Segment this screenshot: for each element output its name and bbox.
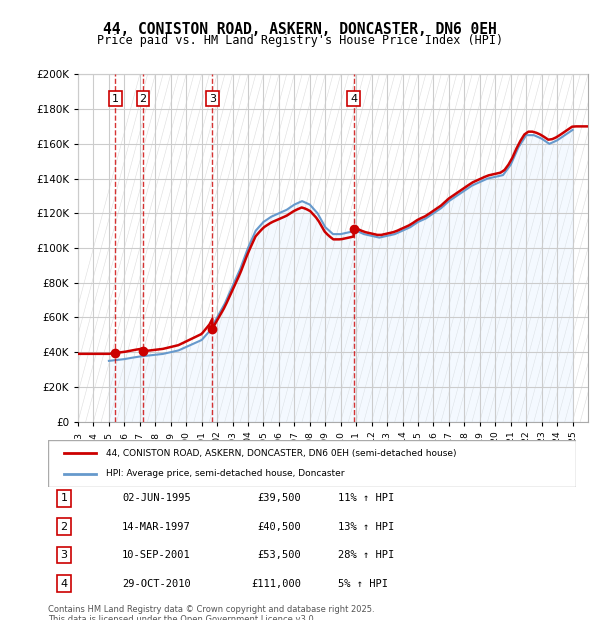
FancyBboxPatch shape xyxy=(48,440,576,487)
Text: 1: 1 xyxy=(61,494,67,503)
Text: 13% ↑ HPI: 13% ↑ HPI xyxy=(338,521,395,532)
Text: 44, CONISTON ROAD, ASKERN, DONCASTER, DN6 0EH: 44, CONISTON ROAD, ASKERN, DONCASTER, DN… xyxy=(103,22,497,37)
Text: 10-SEP-2001: 10-SEP-2001 xyxy=(122,550,191,560)
Text: 1: 1 xyxy=(112,94,119,104)
Text: £111,000: £111,000 xyxy=(251,578,301,588)
Text: 11% ↑ HPI: 11% ↑ HPI xyxy=(338,494,395,503)
Text: Price paid vs. HM Land Registry's House Price Index (HPI): Price paid vs. HM Land Registry's House … xyxy=(97,34,503,47)
Text: 4: 4 xyxy=(60,578,67,588)
Text: £40,500: £40,500 xyxy=(257,521,301,532)
Text: £53,500: £53,500 xyxy=(257,550,301,560)
Text: 2: 2 xyxy=(139,94,146,104)
Text: 3: 3 xyxy=(61,550,67,560)
Text: 29-OCT-2010: 29-OCT-2010 xyxy=(122,578,191,588)
Text: 5% ↑ HPI: 5% ↑ HPI xyxy=(338,578,388,588)
Text: £39,500: £39,500 xyxy=(257,494,301,503)
Text: 28% ↑ HPI: 28% ↑ HPI xyxy=(338,550,395,560)
Text: 4: 4 xyxy=(350,94,357,104)
Text: 44, CONISTON ROAD, ASKERN, DONCASTER, DN6 0EH (semi-detached house): 44, CONISTON ROAD, ASKERN, DONCASTER, DN… xyxy=(106,449,457,458)
Text: 14-MAR-1997: 14-MAR-1997 xyxy=(122,521,191,532)
Text: 3: 3 xyxy=(209,94,216,104)
Text: HPI: Average price, semi-detached house, Doncaster: HPI: Average price, semi-detached house,… xyxy=(106,469,344,478)
Text: 02-JUN-1995: 02-JUN-1995 xyxy=(122,494,191,503)
Text: 2: 2 xyxy=(60,521,67,532)
Text: Contains HM Land Registry data © Crown copyright and database right 2025.
This d: Contains HM Land Registry data © Crown c… xyxy=(48,604,374,620)
